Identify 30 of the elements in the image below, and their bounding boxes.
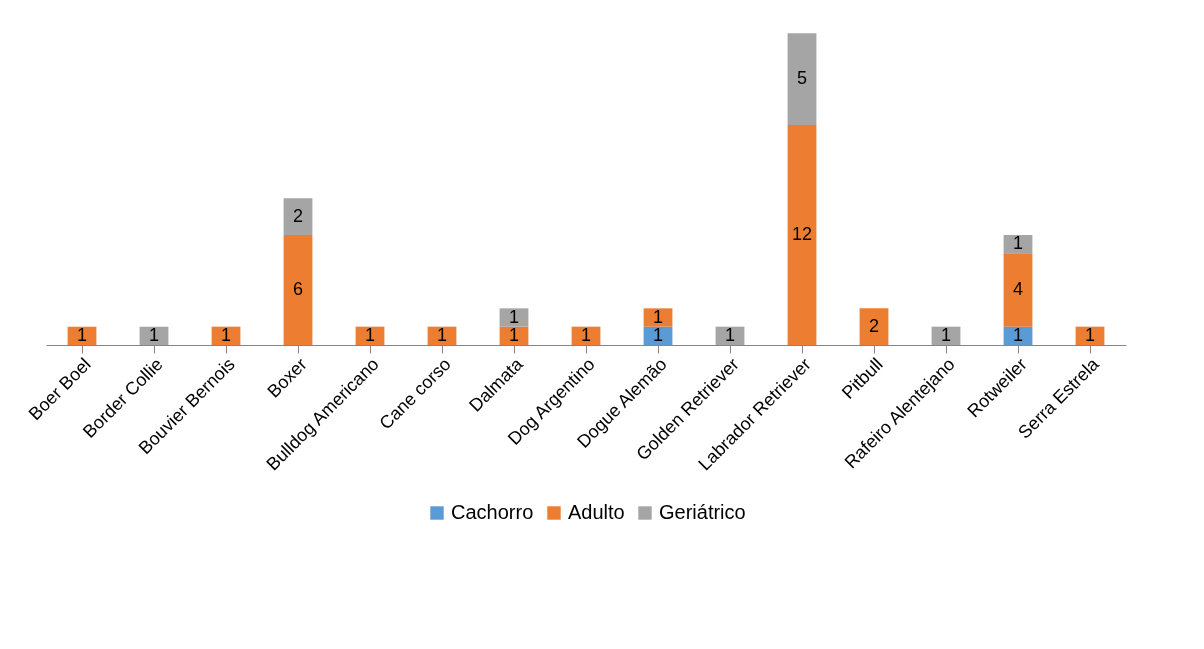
data-label: 1 xyxy=(724,324,736,345)
data-label: 2 xyxy=(292,205,304,226)
bar xyxy=(283,198,313,235)
data-label: 1 xyxy=(1012,324,1024,345)
data-label: 1 xyxy=(364,324,376,345)
data-label: 1 xyxy=(220,324,232,345)
bar xyxy=(787,33,817,125)
bar xyxy=(859,308,889,345)
data-label: 1 xyxy=(508,306,520,327)
data-label: 1 xyxy=(148,324,160,345)
data-label: 1 xyxy=(580,324,592,345)
legend-label: Adulto xyxy=(568,501,625,523)
bar xyxy=(283,235,313,345)
legend-label: Cachorro xyxy=(451,501,534,523)
data-label: 1 xyxy=(436,324,448,345)
data-label: 1 xyxy=(940,324,952,345)
data-label: 1 xyxy=(652,324,664,345)
data-label: 1 xyxy=(652,306,664,327)
bar xyxy=(787,125,817,345)
data-label: 2 xyxy=(868,315,880,336)
data-label: 1 xyxy=(1084,324,1096,345)
legend-label: Geriátrico xyxy=(659,501,746,523)
bar xyxy=(1003,253,1033,327)
data-label: 12 xyxy=(791,224,813,244)
data-label: 1 xyxy=(1012,233,1024,254)
data-label: 5 xyxy=(796,68,808,89)
data-label: 6 xyxy=(292,279,304,299)
data-label: 4 xyxy=(1012,279,1024,299)
data-label: 1 xyxy=(76,324,88,345)
data-label: 1 xyxy=(508,324,520,345)
